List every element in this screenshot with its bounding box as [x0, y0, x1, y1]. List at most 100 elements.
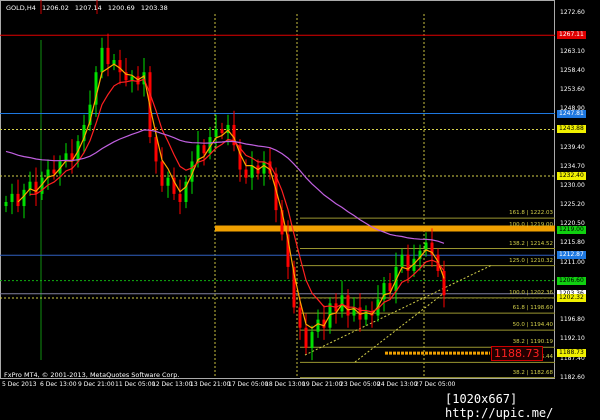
candle-body [418, 250, 422, 259]
candle-body [190, 161, 194, 182]
price-tag: 1206.60 [557, 276, 586, 285]
price-tag: 1267.11 [557, 31, 586, 40]
candle-body [268, 161, 272, 174]
price-tag: 1188.73 [557, 349, 586, 358]
fib-level-label: 138.2 | 1214.52 [509, 240, 553, 247]
ma-mid-line [29, 78, 445, 313]
time-axis-label: 17 Dec 05:00 [228, 381, 269, 388]
price-axis-label: 1263.10 [560, 47, 585, 55]
candle-body [40, 177, 44, 194]
candle-body [346, 295, 350, 316]
candle-body [28, 181, 32, 190]
candle-body [52, 169, 56, 174]
candle-body [244, 169, 248, 178]
candle-body [298, 307, 302, 328]
price-tag: 1212.87 [557, 251, 586, 260]
candle-body [388, 283, 392, 292]
candle-body [262, 161, 266, 174]
time-axis-label: 6 Dec 13:00 [40, 381, 77, 388]
trendline [304, 264, 493, 356]
price-axis-label: 1192.10 [560, 335, 585, 343]
time-axis-label: 13 Dec 21:00 [190, 381, 231, 388]
candle-body [178, 193, 182, 202]
candle-body [364, 311, 368, 320]
candle-body [70, 153, 74, 162]
candle-body [406, 254, 410, 271]
candle-body [382, 283, 386, 300]
price-tag: 1202.32 [557, 294, 586, 303]
open-value: 1206.02 [41, 4, 69, 12]
candle-body [424, 242, 428, 251]
chart-header: GOLD,H4 1206.02 1207.14 1200.69 1203.38 [6, 4, 172, 12]
chart-frame [0, 0, 555, 379]
price-tag: 1219.00 [557, 226, 586, 235]
candle-body [196, 145, 200, 162]
candle-body [292, 266, 296, 308]
candle-body [238, 145, 242, 170]
candle-body [106, 47, 110, 65]
candle-body [34, 181, 38, 194]
price-tag: 1243.88 [557, 125, 586, 134]
time-axis-label: 11 Dec 05:00 [115, 381, 156, 388]
price-axis-label: 1215.80 [560, 239, 585, 247]
price-axis-label: 1272.60 [560, 9, 585, 16]
symbol-label: GOLD,H4 [6, 4, 36, 12]
price-tag: 1232.40 [557, 172, 586, 181]
candle-body [202, 145, 206, 154]
price-axis-label: 1234.70 [560, 162, 585, 170]
price-tag: 1247.81 [557, 109, 586, 118]
candle-body [232, 124, 236, 146]
candle-body [316, 319, 320, 332]
candle-body [154, 137, 158, 162]
candle-body [94, 72, 98, 105]
price-axis-label: 1187.40 [560, 354, 585, 362]
price-axis-label: 1220.50 [560, 220, 585, 228]
candle-body [322, 319, 326, 328]
candle-body [184, 181, 188, 202]
candle-body [46, 169, 50, 178]
candle-body [400, 254, 404, 267]
price-axis-label: 1248.90 [560, 105, 585, 112]
candle-body [286, 234, 290, 267]
candle-body [250, 165, 254, 178]
price-axis-label: 1225.20 [560, 201, 585, 209]
fib-level-label: 100.0 | 1202.36 [509, 289, 553, 296]
fib-level-label: 125.0 | 1210.32 [509, 257, 553, 264]
candle-body [16, 193, 20, 207]
candle-body [280, 210, 284, 235]
candle-body [412, 258, 416, 271]
price-axis-label: 1182.60 [560, 374, 585, 381]
candle-body [172, 177, 176, 194]
time-axis-label: 5 Dec 2013 [2, 381, 37, 388]
candle-body [304, 327, 308, 348]
high-value: 1207.14 [74, 4, 102, 12]
trendline [354, 289, 449, 363]
alert-price-label: 1188.73 [491, 346, 543, 361]
candle-body [124, 72, 128, 81]
ma-slow-line [5, 129, 445, 244]
price-axis-label: 1258.40 [560, 66, 585, 74]
candle-body [220, 128, 224, 134]
price-axis-label: 1230.00 [560, 181, 585, 189]
price-axis-label: 1239.40 [560, 143, 585, 151]
candle-body [442, 270, 446, 296]
candle-body [310, 331, 314, 348]
candle-body [160, 161, 164, 186]
time-axis-label: 24 Dec 13:00 [377, 381, 418, 388]
fib-level-label: 50.0 | 1194.40 [512, 322, 553, 329]
time-axis-label: 19 Dec 21:00 [302, 381, 343, 388]
time-axis-label: 12 Dec 13:00 [152, 381, 193, 388]
candle-body [82, 124, 86, 142]
candle-body [88, 104, 92, 125]
price-tag: 1203.36 [557, 289, 586, 298]
candle-body [226, 124, 230, 134]
candle-body [130, 76, 134, 81]
candle-body [208, 137, 212, 154]
price-axis-label: 1196.80 [560, 316, 585, 324]
price-chart[interactable] [0, 0, 600, 411]
fib-level-label: 38.2 | 1190.19 [512, 339, 553, 346]
candle-body [64, 153, 68, 162]
copyright-text: FxPro MT4, © 2001-2013, MetaQuotes Softw… [4, 371, 180, 379]
close-value: 1203.38 [140, 4, 168, 12]
candle-body [10, 193, 14, 202]
